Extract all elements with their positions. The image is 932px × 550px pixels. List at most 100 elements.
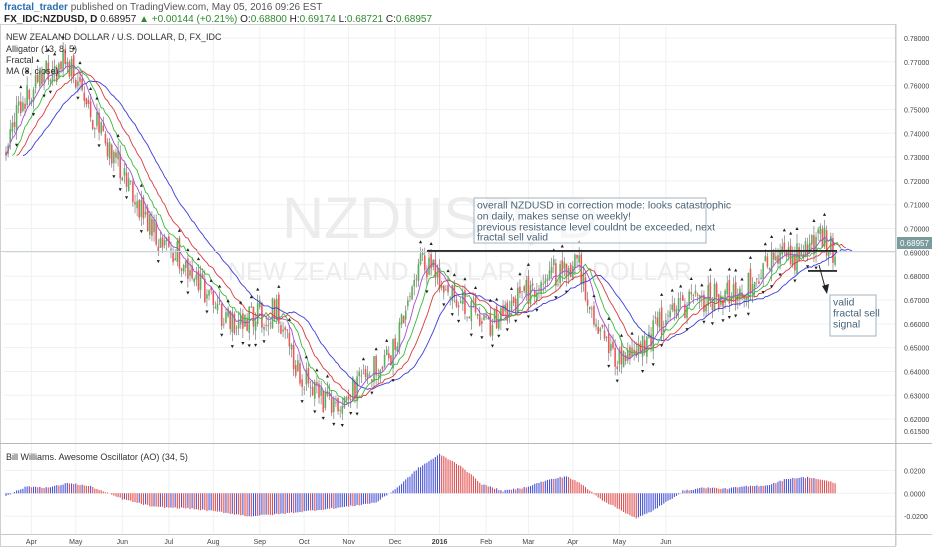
candle-body bbox=[595, 323, 597, 327]
signal-line-1: valid bbox=[833, 298, 855, 309]
candle-body bbox=[115, 152, 117, 158]
fractal-down bbox=[651, 363, 655, 367]
low-value: 0.68721 bbox=[346, 14, 384, 25]
oscillator-label[interactable]: Bill Williams. Awesome Oscillator (AO) (… bbox=[6, 452, 188, 462]
time-tick-label: Feb bbox=[480, 539, 492, 546]
candle-body bbox=[671, 304, 674, 310]
candle-body bbox=[337, 397, 339, 412]
candle-body bbox=[201, 274, 204, 279]
candle-body bbox=[726, 282, 729, 295]
candle-body bbox=[227, 308, 229, 317]
candle-body bbox=[110, 144, 113, 164]
ao-axis[interactable]: 0.0200 0.0000 -0.0200 bbox=[904, 468, 928, 521]
candle-body bbox=[383, 354, 386, 367]
candle-body bbox=[149, 214, 151, 235]
author-link[interactable]: fractal_trader bbox=[4, 2, 68, 13]
price-tick-label: 0.75000 bbox=[904, 107, 929, 114]
candle-body bbox=[352, 377, 354, 402]
candle-body bbox=[392, 338, 394, 369]
candle-body bbox=[256, 303, 259, 325]
candle-body bbox=[610, 344, 612, 351]
candle-body bbox=[656, 317, 659, 326]
candle-body bbox=[445, 289, 447, 291]
fractal-down bbox=[778, 273, 782, 277]
fractal-up bbox=[196, 257, 201, 261]
candle-body bbox=[193, 278, 196, 283]
candle-body bbox=[652, 320, 654, 352]
candle-body bbox=[650, 334, 652, 347]
price-tick-label: 0.69000 bbox=[904, 250, 929, 257]
annotation-signal[interactable]: valid fractal sell signal bbox=[829, 294, 880, 337]
candle-body bbox=[339, 409, 341, 411]
fractal-down bbox=[253, 343, 258, 347]
candle-body bbox=[531, 283, 534, 286]
candle-body bbox=[358, 371, 361, 376]
fractal-up bbox=[418, 240, 423, 244]
candle-body bbox=[698, 295, 701, 300]
candle-body bbox=[533, 289, 536, 297]
ma-line bbox=[5, 64, 836, 405]
fractal-down bbox=[660, 344, 664, 348]
annotation-main[interactable]: overall NZDUSD in correction mode: looks… bbox=[473, 197, 731, 244]
indicator-ma[interactable]: MA (8, close) bbox=[6, 66, 59, 76]
candle-body bbox=[13, 121, 16, 127]
candle-body bbox=[106, 142, 109, 157]
fractal-down bbox=[497, 334, 501, 338]
fractal-up bbox=[53, 52, 57, 56]
candle-body bbox=[28, 89, 31, 100]
candle-body bbox=[690, 292, 693, 295]
fractal-up bbox=[488, 298, 492, 302]
candle-body bbox=[806, 244, 809, 255]
grid-lines bbox=[4, 26, 896, 534]
candle-body bbox=[804, 241, 807, 256]
candle-body bbox=[798, 247, 800, 260]
fractal-down bbox=[710, 322, 715, 326]
ao-tick-label: 0.0200 bbox=[904, 468, 926, 475]
price-axis[interactable]: 0.78000 0.77000 0.76000 0.75000 0.74000 0.730… bbox=[904, 36, 929, 436]
candle-body bbox=[813, 235, 815, 255]
candle-body bbox=[345, 397, 348, 401]
candle-body bbox=[779, 250, 781, 264]
candle-body bbox=[544, 280, 547, 284]
time-tick-label: Jul bbox=[164, 539, 173, 546]
candle-body bbox=[607, 333, 610, 354]
candle-body bbox=[413, 279, 415, 287]
candle-body bbox=[5, 151, 7, 156]
candle-body bbox=[654, 317, 657, 318]
indicator-fractal[interactable]: Fractal bbox=[6, 55, 34, 65]
price-tick-label: 0.73000 bbox=[904, 155, 929, 162]
fractal-down bbox=[805, 265, 810, 269]
candle-body bbox=[311, 386, 314, 396]
candle-body bbox=[572, 266, 574, 279]
candle-body bbox=[127, 178, 130, 191]
fractal-up bbox=[315, 368, 319, 372]
time-tick-label: May bbox=[613, 539, 627, 546]
time-axis[interactable]: Apr May Jun Jul Aug Sep Oct Nov Dec 2016 Feb Mar Apr… bbox=[26, 539, 672, 546]
candle-body bbox=[273, 300, 276, 319]
candle-body bbox=[218, 300, 221, 303]
fractal-down bbox=[554, 296, 558, 300]
candle-body bbox=[457, 305, 460, 308]
candle-body bbox=[624, 355, 627, 362]
fractal-down bbox=[118, 188, 122, 192]
candle-body bbox=[502, 305, 504, 315]
symbol-label[interactable]: FX_IDC:NZDUSD, D bbox=[4, 14, 98, 25]
candle-body bbox=[419, 253, 422, 264]
candle-body bbox=[91, 119, 94, 129]
indicator-alligator[interactable]: Alligator (13, 8, 5) bbox=[6, 44, 78, 54]
candle-body bbox=[523, 286, 525, 292]
candle-body bbox=[506, 302, 509, 321]
candle-body bbox=[288, 332, 291, 347]
candle-body bbox=[753, 281, 756, 289]
candle-body bbox=[715, 283, 718, 298]
fractal-up bbox=[526, 262, 531, 266]
candle-body bbox=[191, 265, 193, 279]
fractal-up bbox=[95, 96, 99, 100]
candle-body bbox=[751, 284, 754, 295]
fractal-down bbox=[355, 412, 359, 416]
fractal-down bbox=[505, 328, 509, 332]
candle-body bbox=[462, 292, 464, 304]
candle-body bbox=[259, 299, 261, 308]
fractal-up bbox=[748, 255, 753, 259]
